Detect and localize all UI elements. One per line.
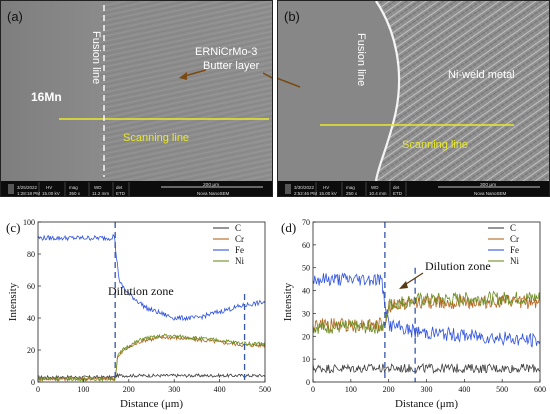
y-tick-label: 40 (27, 314, 35, 323)
databar-wd-b: 10.4 mm (369, 191, 387, 196)
sem-image-a (1, 1, 272, 196)
scanning-line-label-b: Scanning line (402, 139, 468, 151)
scalebar-label-b: 300 μm (480, 182, 496, 188)
series-line-ni-c (37, 333, 266, 383)
databar-wd-label-a: WD (94, 185, 102, 190)
legend-label-fe: Fe (235, 245, 244, 255)
databar-time-b: 2:52:46 PM (294, 191, 317, 196)
series-line-fe-d (312, 272, 541, 348)
legend-label-cr: Cr (235, 234, 244, 244)
chart-d-svg: (d) 0 100 200 300 400 500 600 0 10 20 30 40 50 60 70 Dis… (281, 218, 546, 410)
databar-time-a: 1:28:18 PM (17, 191, 40, 196)
sem-panel-a: (a) Fusion line ERNiCrMo-3 Butter layer … (0, 0, 273, 197)
databar-hv-a: 15.00 kV (42, 191, 60, 196)
sem-panel-b: (b) Fusion line Ni-weld metal Scanning l… (277, 0, 550, 197)
instrument-a: Nova NanoSEM (197, 191, 230, 196)
legend-label-ni: Ni (235, 256, 244, 266)
databar-wd-label-b: WD (371, 185, 379, 190)
databar-mag-a: 350 x (69, 191, 81, 196)
y-tick-label: 50 (302, 264, 310, 273)
databar-date-b: 3/30/2022 (294, 185, 315, 190)
databar-det-label-b: det (393, 185, 400, 190)
filler-label-line2: Butter layer (203, 60, 260, 72)
plot-frame (37, 221, 266, 383)
y-tick-label: 60 (302, 241, 310, 250)
chart-d: (d) 0 100 200 300 400 500 600 0 10 20 30 40 50 60 70 Dis… (275, 200, 550, 414)
scalebar-label-a: 200 μm (203, 182, 219, 188)
databar-mag-b: 250 x (346, 191, 358, 196)
series-line-c-d (312, 362, 541, 374)
databar-det-label-a: det (116, 185, 123, 190)
legend-label-ni: Ni (510, 256, 519, 266)
y-tick-label: 20 (27, 346, 35, 355)
instrument-b: Nova NanoSEM (474, 191, 507, 196)
databar-mag-label-a: mag (69, 185, 78, 190)
databar-mag-label-b: mag (346, 185, 355, 190)
sem-logo-icon (285, 184, 291, 194)
filler-label-line1: ERNiCrMo-3 (195, 46, 257, 58)
y-tick-label: 60 (27, 282, 35, 291)
base-metal-label: 16Mn (31, 90, 62, 104)
databar-hv-label-b: HV (323, 185, 329, 190)
series-line-fe-c (37, 233, 266, 322)
x-axis-label: Distance (μm) (395, 398, 458, 410)
annotation-arrowhead (399, 281, 408, 289)
y-tick-label: 30 (302, 309, 310, 318)
y-tick-label: 20 (302, 332, 310, 341)
y-tick-label: 0 (306, 378, 310, 387)
legend-label-c: C (510, 223, 516, 233)
panel-label-b: (b) (284, 9, 300, 24)
chart-c: (c) 0 100 200 300 400 500 0 20 40 60 80 100 Distance … (0, 200, 275, 414)
weld-metal-label: Ni-weld metal (448, 69, 515, 81)
x-tick-label: 200 (123, 385, 135, 394)
panel-label-c: (c) (6, 220, 20, 235)
y-tick-label: 70 (302, 218, 310, 227)
x-tick-label: 0 (311, 385, 315, 394)
databar-hv-b: 15.00 kV (319, 191, 337, 196)
x-axis-label: Distance (μm) (120, 398, 183, 410)
sem-image-b (278, 1, 549, 196)
databar-date-a: 3/25/2022 (17, 185, 38, 190)
databar-hv-label-a: HV (46, 185, 52, 190)
dilution-zone-label: Dilution zone (425, 259, 491, 273)
x-tick-label: 100 (345, 385, 357, 394)
series-line-ni-d (312, 290, 541, 334)
fusion-line-label-b: Fusion line (355, 33, 367, 86)
series-line-cr-c (37, 335, 266, 382)
dilution-zone-label: Dilution zone (108, 284, 174, 298)
y-axis-label: Intensity (7, 282, 19, 321)
y-tick-label: 10 (302, 355, 310, 364)
x-tick-label: 300 (168, 385, 180, 394)
y-tick-label: 80 (27, 250, 35, 259)
legend-label-c: C (235, 223, 241, 233)
panel-label-a: (a) (7, 9, 23, 24)
series-line-c-c (37, 372, 266, 380)
scanning-line-label-a: Scanning line (123, 132, 189, 144)
x-tick-label: 200 (383, 385, 395, 394)
y-tick-label: 40 (302, 287, 310, 296)
x-tick-label: 500 (259, 385, 271, 394)
x-tick-label: 400 (214, 385, 226, 394)
x-tick-label: 0 (36, 385, 40, 394)
databar-det-a: ETD (116, 191, 126, 196)
databar-wd-a: 11.2 mm (92, 191, 109, 196)
x-tick-label: 500 (496, 385, 508, 394)
x-tick-label: 100 (77, 385, 89, 394)
sem-logo-icon (8, 184, 14, 194)
fusion-line-label-a: Fusion line (90, 31, 102, 84)
databar-det-b: ETD (393, 191, 403, 196)
legend-label-fe: Fe (510, 245, 519, 255)
y-tick-label: 100 (23, 218, 35, 227)
legend-label-cr: Cr (510, 234, 519, 244)
chart-c-svg: (c) 0 100 200 300 400 500 0 20 40 60 80 100 Distance … (6, 218, 271, 410)
x-tick-label: 400 (458, 385, 470, 394)
y-tick-label: 0 (31, 378, 35, 387)
x-tick-label: 300 (421, 385, 433, 394)
y-axis-label: Intensity (282, 282, 294, 321)
panel-label-d: (d) (281, 220, 296, 235)
x-tick-label: 600 (534, 385, 546, 394)
